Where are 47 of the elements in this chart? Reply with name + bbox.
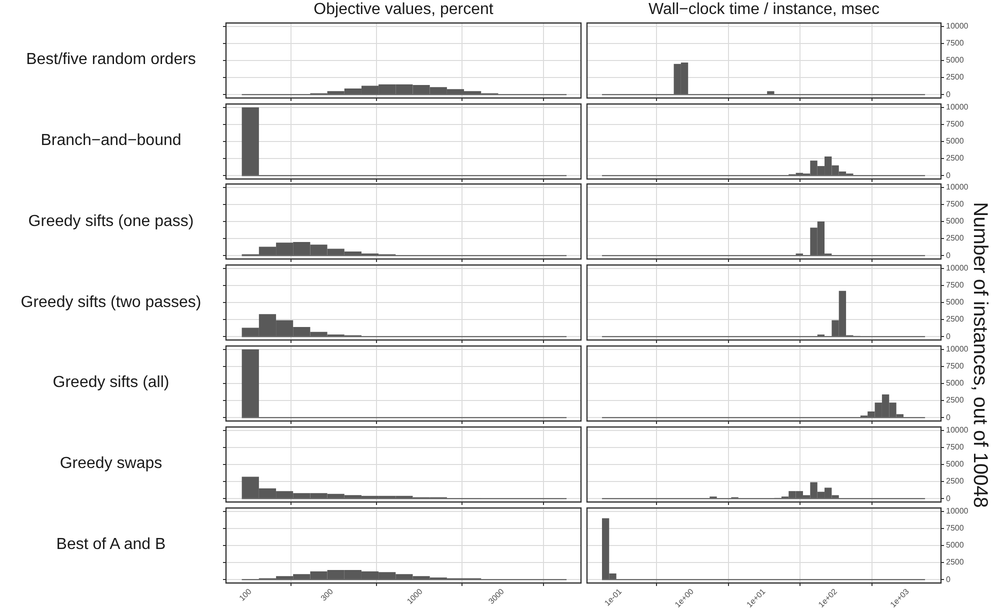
y-tick-label: 7500 <box>946 38 964 48</box>
y-axis-title: Best of A and B <box>55 535 167 555</box>
y-tick-label: 0 <box>946 170 951 180</box>
y-tick-label: 7500 <box>946 362 964 371</box>
y-tick-label: 2500 <box>946 396 964 405</box>
y-axis-title: Number of instances, out of 10048 <box>969 200 991 510</box>
y-tick-label: 5000 <box>946 136 964 146</box>
y-tick-label: 7500 <box>946 442 964 452</box>
y-tick-label: 10000 <box>946 506 969 516</box>
y-tick-label: 2500 <box>946 234 964 244</box>
x-tick-label: 100 <box>238 586 254 602</box>
chart-title: Wall−clock time / instance, msec <box>647 0 881 20</box>
y-axis-title: Greedy sifts (two passes) <box>20 292 202 313</box>
y-tick-label: 5000 <box>946 459 964 468</box>
y-tick-label: 0 <box>946 251 951 260</box>
y-tick-label: 5000 <box>946 298 964 307</box>
x-tick-label: 300 <box>319 586 336 602</box>
y-tick-label: 10000 <box>946 102 969 112</box>
y-tick-label: 2500 <box>946 72 964 82</box>
y-axis-title: Greedy swaps <box>58 454 164 474</box>
y-tick-label: 0 <box>946 412 951 422</box>
y-tick-label: 2500 <box>946 476 964 486</box>
y-tick-label: 7500 <box>946 280 964 290</box>
y-tick-label: 5000 <box>946 55 964 64</box>
y-tick-label: 10000 <box>946 344 969 354</box>
y-tick-label: 0 <box>946 332 951 341</box>
y-tick-label: 10000 <box>946 264 969 273</box>
chart-title: Objective values, percent <box>312 0 494 20</box>
y-tick-label: 5000 <box>946 378 964 388</box>
y-axis-title: Best/five random orders <box>25 50 197 70</box>
y-axis-title: Greedy sifts (all) <box>52 373 170 394</box>
y-tick-label: 2500 <box>946 557 964 566</box>
y-tick-label: 2500 <box>946 153 964 162</box>
y-tick-label: 0 <box>946 493 951 502</box>
y-tick-label: 2500 <box>946 314 964 324</box>
y-axis-title: Greedy sifts (one pass) <box>27 212 195 232</box>
y-tick-label: 7500 <box>946 119 964 128</box>
y-tick-label: 10000 <box>946 182 969 192</box>
y-tick-label: 7500 <box>946 200 964 209</box>
y-tick-label: 10000 <box>946 425 969 434</box>
y-tick-label: 5000 <box>946 217 964 226</box>
y-tick-label: 0 <box>946 574 951 584</box>
y-tick-label: 7500 <box>946 523 964 532</box>
y-tick-label: 10000 <box>946 21 969 30</box>
y-tick-label: 5000 <box>946 540 964 550</box>
y-tick-label: 0 <box>946 89 951 98</box>
y-axis-title: Branch−and−bound <box>40 131 182 151</box>
